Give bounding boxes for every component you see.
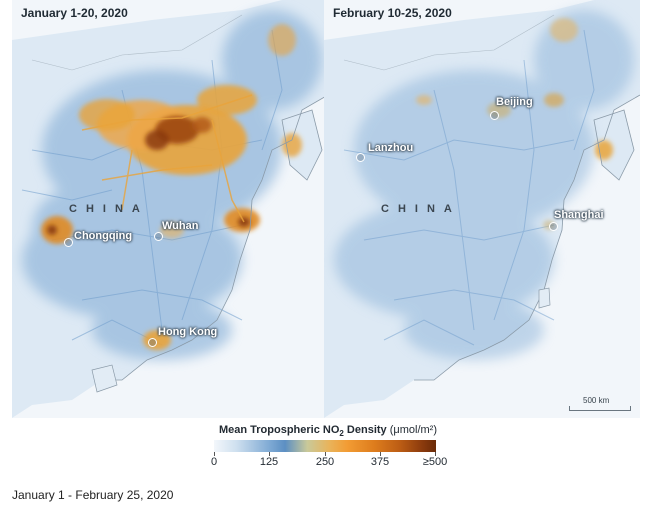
city-label: Hong Kong bbox=[158, 326, 218, 338]
city-dot-icon bbox=[154, 232, 163, 241]
panel-title: February 10-25, 2020 bbox=[333, 6, 452, 20]
city-label: Chongqing bbox=[74, 230, 133, 242]
legend-tickmark bbox=[380, 452, 381, 456]
legend-tick-label: 0 bbox=[210, 456, 218, 468]
legend-tick-label: 125 bbox=[259, 456, 279, 468]
scale-bar: 500 km bbox=[569, 394, 631, 412]
city-dot-icon bbox=[490, 111, 499, 120]
color-legend: Mean Tropospheric NO2 Density (μmol/m²) … bbox=[198, 424, 458, 472]
panel-title: January 1-20, 2020 bbox=[21, 6, 128, 20]
scale-bar-line bbox=[569, 406, 631, 411]
caption: January 1 - February 25, 2020 bbox=[12, 488, 174, 502]
country-label: CHINA bbox=[381, 203, 461, 215]
legend-tick-label: 375 bbox=[370, 456, 390, 468]
city-dot-icon bbox=[64, 238, 73, 247]
city-label: Shanghai bbox=[554, 209, 604, 221]
legend-tickmark bbox=[269, 452, 270, 456]
city-label: Wuhan bbox=[162, 220, 199, 232]
legend-tickmark bbox=[435, 452, 436, 456]
scale-bar-label: 500 km bbox=[583, 396, 610, 405]
legend-tick-label: 250 bbox=[315, 456, 335, 468]
map-panel-february: February 10-25, 2020 CHINA Beijing Lanzh… bbox=[324, 0, 640, 418]
map-panel-january: January 1-20, 2020 CHINA Chongqing Wuhan… bbox=[12, 0, 328, 418]
legend-tick-label: ≥500 bbox=[422, 456, 448, 468]
city-dot-icon bbox=[356, 153, 365, 162]
city-dot-icon bbox=[549, 222, 558, 231]
legend-tickmark bbox=[325, 452, 326, 456]
country-label: CHINA bbox=[69, 203, 149, 215]
legend-title: Mean Tropospheric NO2 Density (μmol/m²) bbox=[218, 424, 437, 439]
city-label: Beijing bbox=[496, 96, 533, 108]
no2-map-february bbox=[324, 0, 640, 418]
legend-color-ramp bbox=[214, 440, 436, 452]
city-dot-icon bbox=[148, 338, 157, 347]
legend-tickmark bbox=[214, 452, 215, 456]
city-label: Lanzhou bbox=[368, 142, 414, 154]
no2-map-january bbox=[12, 0, 328, 418]
